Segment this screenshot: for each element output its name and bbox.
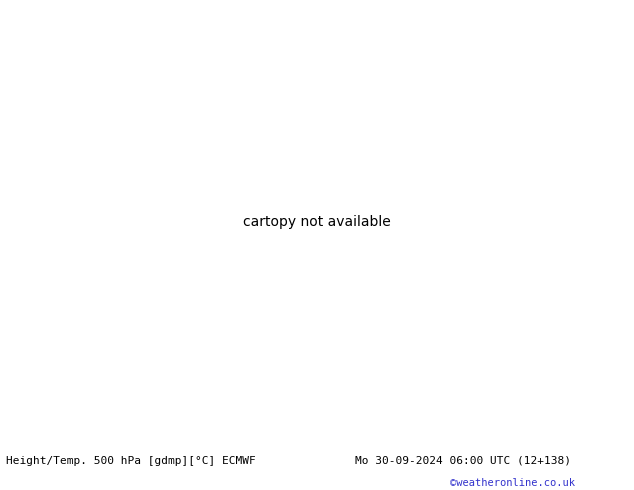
Text: Mo 30-09-2024 06:00 UTC (12+138): Mo 30-09-2024 06:00 UTC (12+138) (355, 456, 571, 466)
Text: Height/Temp. 500 hPa [gdmp][°C] ECMWF: Height/Temp. 500 hPa [gdmp][°C] ECMWF (6, 456, 256, 466)
Text: ©weatheronline.co.uk: ©weatheronline.co.uk (450, 478, 575, 488)
Text: cartopy not available: cartopy not available (243, 216, 391, 229)
